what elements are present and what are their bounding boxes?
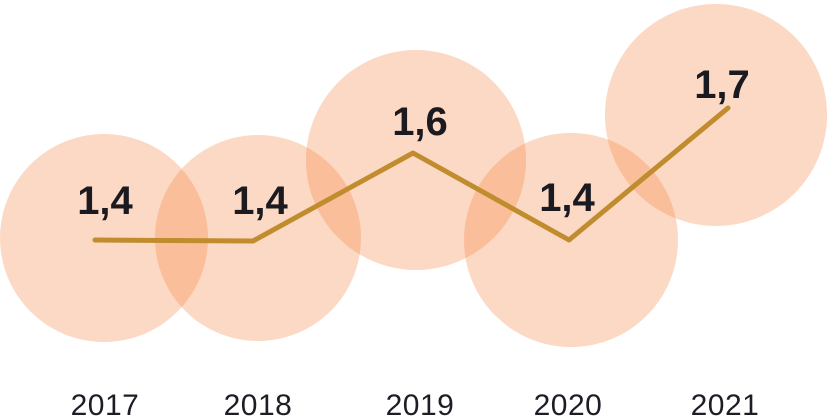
value-label-2019: 1,6 (392, 100, 448, 144)
trend-line (92, 105, 731, 244)
trend-line-group (92, 105, 731, 244)
year-label-2018: 2018 (224, 389, 293, 420)
year-label-2017: 2017 (71, 389, 140, 420)
bubble-2019 (306, 50, 526, 270)
value-labels-group: 1,4 1,4 1,6 1,4 1,7 (77, 63, 750, 223)
bubble-markers-group (0, 4, 827, 347)
value-label-2020: 1,4 (539, 176, 595, 220)
year-label-2020: 2020 (534, 389, 603, 420)
year-label-2019: 2019 (386, 389, 455, 420)
year-axis-labels-group: 2017 2018 2019 2020 2021 (71, 389, 760, 420)
value-label-2017: 1,4 (77, 179, 133, 223)
value-label-2018: 1,4 (232, 179, 288, 223)
year-label-2021: 2021 (691, 389, 760, 420)
value-label-2021: 1,7 (694, 63, 750, 107)
